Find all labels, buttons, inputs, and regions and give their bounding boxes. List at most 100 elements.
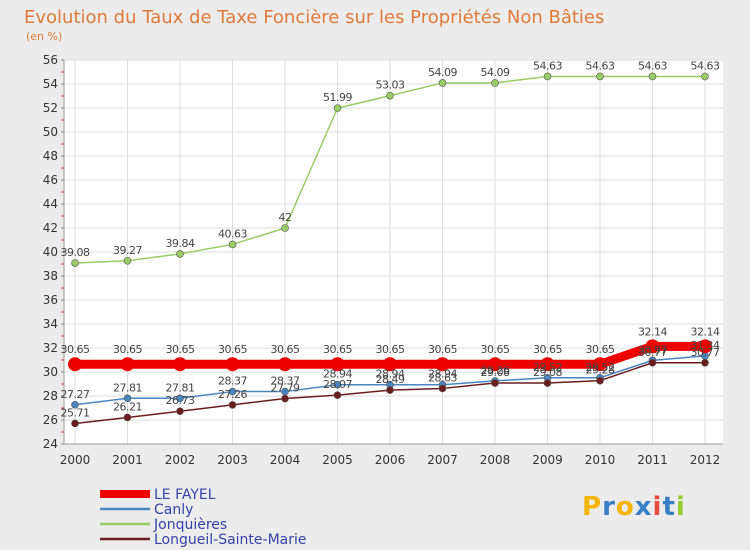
proxiti-logo: Proxiti [582, 492, 686, 522]
y-tick-label: 48 [43, 149, 58, 163]
point-jonqui-res [543, 72, 552, 81]
point-canly [71, 400, 79, 409]
data-label-jonqui-res: 54.63 [586, 59, 615, 72]
logo-letter: i [653, 492, 663, 522]
data-label-jonqui-res: 39.27 [113, 244, 142, 257]
data-label-le-fayel: 30.65 [428, 343, 457, 356]
data-label-jonqui-res: 39.08 [61, 246, 90, 259]
data-label-jonqui-res: 39.84 [166, 237, 195, 250]
point-le-fayel [383, 357, 397, 372]
data-label-canly: 29.52 [586, 361, 615, 374]
data-label-canly: 28.94 [323, 368, 352, 381]
x-tick-label: 2012 [690, 453, 721, 467]
x-tick-label: 2002 [165, 453, 196, 467]
data-label-jonqui-res: 54.63 [691, 59, 720, 72]
data-label-jonqui-res: 54.63 [533, 59, 562, 72]
data-labels-layer: 39.08 39.27 39.84 40.63 42 51.99 53.03 54.09 54.… [61, 59, 721, 419]
point-jonqui-res [491, 79, 499, 87]
y-tick-label: 38 [43, 269, 58, 283]
data-label-le-fayel: 30.65 [586, 343, 615, 356]
point-jonqui-res [228, 240, 237, 249]
y-tick-label: 52 [43, 101, 58, 115]
data-label-le-fayel: 30.65 [218, 343, 247, 356]
point-longueil-sainte-marie [701, 358, 709, 367]
y-tick-label: 42 [43, 221, 58, 235]
legend-label-longueil-sainte-marie: Longueil-Sainte-Marie [154, 532, 307, 548]
data-label-longueil-sainte-marie: 29.08 [481, 366, 510, 379]
point-le-fayel [435, 357, 450, 372]
point-longueil-sainte-marie [176, 407, 184, 416]
data-label-longueil-sainte-marie: 29.08 [533, 366, 562, 379]
data-label-le-fayel: 30.65 [271, 343, 300, 356]
data-label-canly: 27.27 [61, 388, 90, 401]
data-label-longueil-sainte-marie: 30.77 [638, 346, 667, 359]
data-label-longueil-sainte-marie: 27.79 [271, 382, 300, 395]
point-le-fayel [278, 357, 292, 372]
point-canly [123, 394, 132, 403]
data-label-canly: 28.37 [218, 375, 247, 388]
point-longueil-sainte-marie [491, 379, 499, 387]
data-label-le-fayel: 32.14 [691, 325, 720, 338]
data-label-canly: 29.52 [533, 361, 562, 374]
y-tick-label: 32 [43, 341, 58, 355]
x-tick-label: 2010 [585, 453, 616, 467]
point-le-fayel [488, 357, 502, 372]
x-tick-label: 2007 [427, 453, 458, 467]
data-label-longueil-sainte-marie: 29.28 [586, 364, 615, 377]
data-label-longueil-sainte-marie: 25.71 [61, 406, 90, 419]
point-longueil-sainte-marie [386, 386, 394, 394]
data-label-le-fayel: 30.65 [166, 343, 195, 356]
data-label-le-fayel: 30.65 [376, 343, 405, 356]
logo-letter: P [582, 492, 602, 522]
x-tick-label: 2009 [532, 453, 563, 467]
data-label-longueil-sainte-marie: 27.26 [218, 388, 247, 401]
chart-title: Evolution du Taux de Taxe Foncière sur l… [24, 7, 604, 28]
data-label-le-fayel: 30.65 [323, 343, 352, 356]
logo-letter: i [676, 492, 686, 522]
x-tick-label: 2000 [60, 453, 91, 467]
legend-label-le-fayel: LE FAYEL [154, 487, 216, 503]
y-tick-label: 50 [43, 125, 58, 139]
point-longueil-sainte-marie [648, 358, 657, 367]
data-label-canly: 31.34 [691, 339, 720, 352]
legend-label-canly: Canly [154, 502, 193, 518]
x-tick-label: 2004 [270, 453, 301, 467]
point-jonqui-res [333, 104, 342, 112]
data-label-le-fayel: 30.65 [533, 343, 562, 356]
point-canly [176, 394, 184, 403]
point-longueil-sainte-marie [71, 419, 79, 428]
x-tick-label: 2011 [637, 453, 668, 467]
point-le-fayel [698, 339, 712, 354]
data-label-jonqui-res: 53.03 [376, 79, 405, 92]
x-tick-label: 2008 [480, 453, 511, 467]
point-longueil-sainte-marie [281, 394, 289, 403]
chart-subtitle: (en %) [26, 30, 62, 43]
x-tick-label: 2006 [375, 453, 406, 467]
point-jonqui-res [71, 259, 79, 267]
data-label-le-fayel: 30.65 [113, 343, 142, 356]
gridlines [63, 59, 723, 445]
logo-letter: r [602, 492, 616, 522]
y-tick-label: 28 [43, 389, 58, 403]
point-jonqui-res [648, 72, 657, 81]
data-label-le-fayel: 30.65 [61, 343, 90, 356]
y-tick-label: 54 [43, 77, 58, 91]
data-label-canly: 29.26 [481, 364, 510, 377]
y-tick-label: 24 [43, 437, 58, 451]
data-label-longueil-sainte-marie: 26.21 [113, 400, 142, 413]
data-label-jonqui-res: 54.09 [428, 66, 457, 79]
y-tick-label: 56 [43, 53, 58, 67]
data-label-jonqui-res: 40.63 [218, 227, 247, 240]
point-jonqui-res [438, 79, 447, 87]
y-axis-ticks: 24 26 28 30 32 34 36 38 40 42 44 46 48 50 52 54 56 [43, 53, 64, 451]
data-label-longueil-sainte-marie: 26.73 [166, 394, 195, 407]
logo-letter: x [635, 492, 653, 522]
y-tick-label: 44 [43, 197, 58, 211]
point-canly [228, 387, 237, 396]
point-le-fayel [593, 357, 607, 372]
point-canly [333, 380, 342, 389]
point-le-fayel [120, 357, 135, 372]
point-longueil-sainte-marie [596, 376, 604, 385]
data-label-longueil-sainte-marie: 28.07 [323, 378, 352, 391]
point-longueil-sainte-marie [438, 384, 447, 393]
